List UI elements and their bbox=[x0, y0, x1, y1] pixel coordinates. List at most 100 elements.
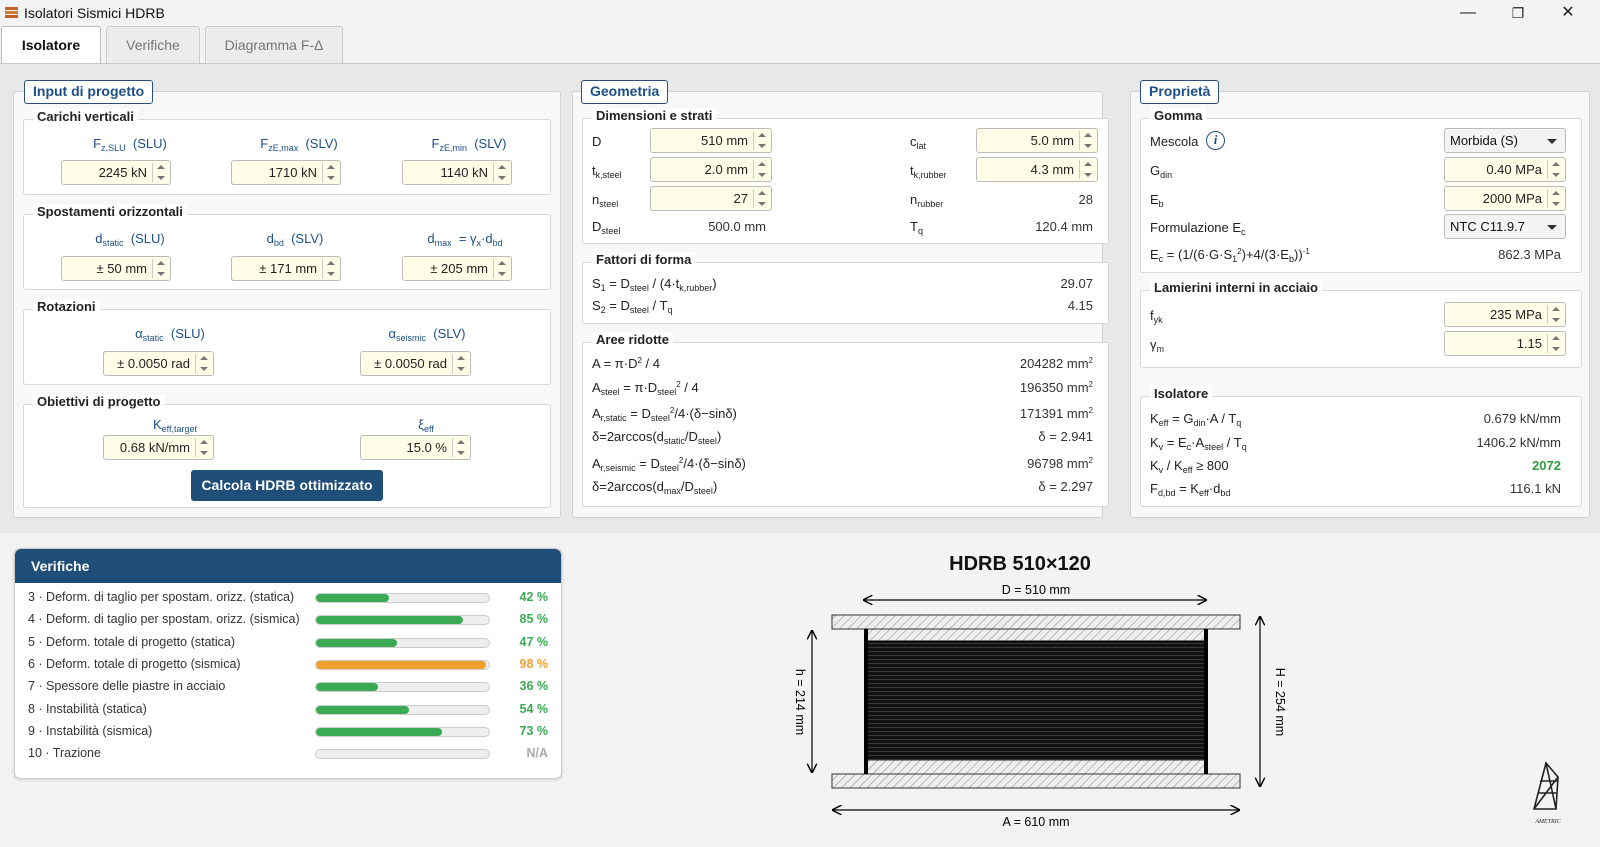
d-input[interactable]: 510 mm bbox=[650, 128, 772, 153]
dsteel-value: 500.0 mm bbox=[708, 219, 766, 234]
verifica-label: 6 · Deform. totale di progetto (sismica) bbox=[28, 656, 241, 671]
close-button[interactable]: ✕ bbox=[1561, 4, 1575, 21]
arseismic-formula: Ar,seismic = Dsteel2/4·(δ−sinδ) bbox=[592, 456, 746, 473]
spin-arrows-icon[interactable] bbox=[322, 259, 338, 278]
logo-text: AMETRIC bbox=[1534, 819, 1561, 825]
info-icon[interactable]: i bbox=[1206, 131, 1225, 150]
chevron-down-icon bbox=[1547, 139, 1557, 144]
eb-input[interactable]: 2000 MPa bbox=[1444, 186, 1566, 211]
verifica-percent: 47 % bbox=[519, 634, 549, 649]
fze-min-input[interactable]: 1140 kN bbox=[402, 160, 512, 185]
minimize-button[interactable]: — bbox=[1460, 4, 1476, 21]
spin-arrows-icon[interactable] bbox=[152, 163, 168, 182]
s1-value: 29.07 bbox=[1060, 276, 1093, 291]
ec-formula: Ec = (1/(6·G·S12)+4/(3·Eb))-1 bbox=[1150, 247, 1310, 264]
fze-max-label: FzE,max (SLV) bbox=[260, 136, 338, 153]
alpha-static-label: αstatic (SLU) bbox=[135, 326, 205, 343]
verifica-progress-fill bbox=[316, 705, 410, 714]
spin-arrows-icon[interactable] bbox=[152, 259, 168, 278]
spin-arrows-icon[interactable] bbox=[493, 163, 509, 182]
verifica-progress-bar bbox=[315, 704, 490, 715]
clat-label: clat bbox=[910, 134, 927, 151]
dsteel-label: Dsteel bbox=[592, 219, 621, 236]
spin-arrows-icon[interactable] bbox=[1547, 334, 1563, 353]
tab-verifiche[interactable]: Verifiche bbox=[106, 26, 200, 64]
kv-formula: Kv = Ec·Asteel / Tq bbox=[1150, 435, 1247, 452]
nsteel-input[interactable]: 27 bbox=[650, 186, 772, 211]
kv-value: 1406.2 kN/mm bbox=[1476, 435, 1561, 450]
spin-arrows-icon[interactable] bbox=[493, 259, 509, 278]
spin-arrows-icon[interactable] bbox=[753, 160, 769, 179]
d-dimension-label: D = 510 mm bbox=[1002, 583, 1070, 597]
verifica-progress-fill bbox=[316, 638, 398, 647]
keff-target-input[interactable]: 0.68 kN/mm bbox=[103, 435, 214, 460]
lamierini-title: Lamierini interni in acciaio bbox=[1150, 280, 1322, 295]
d-static-input[interactable]: ± 50 mm bbox=[61, 256, 171, 281]
d-max-input[interactable]: ± 205 mm bbox=[402, 256, 512, 281]
alpha-seismic-input[interactable]: ± 0.0050 rad bbox=[360, 351, 471, 376]
calcola-button[interactable]: Calcola HDRB ottimizzato bbox=[191, 470, 383, 501]
drawing-title: HDRB 510×120 bbox=[949, 553, 1091, 575]
verifica-row: 8 · Instabilità (statica) 54 % bbox=[28, 700, 548, 720]
keff-target-label: Keff,target bbox=[152, 417, 198, 434]
verifica-progress-bar bbox=[315, 659, 490, 670]
verifica-progress-bar bbox=[315, 593, 490, 603]
spin-arrows-icon[interactable] bbox=[452, 438, 468, 457]
tab-diagramma[interactable]: Diagramma F-Δ bbox=[205, 26, 343, 64]
proprieta-panel-title: Proprietà bbox=[1140, 80, 1220, 104]
spin-arrows-icon[interactable] bbox=[195, 438, 211, 457]
verifica-progress-bar bbox=[315, 637, 490, 648]
fyk-input[interactable]: 235 MPa bbox=[1444, 302, 1566, 327]
spin-arrows-icon[interactable] bbox=[1547, 160, 1563, 179]
spin-arrows-icon[interactable] bbox=[1079, 131, 1095, 150]
fdbd-formula: Fd,bd = Keff·dbd bbox=[1150, 481, 1231, 498]
tksteel-input[interactable]: 2.0 mm bbox=[650, 157, 772, 182]
isolatore-group bbox=[1140, 396, 1582, 507]
verifica-percent: 54 % bbox=[519, 701, 549, 716]
verifica-progress-fill bbox=[316, 660, 486, 669]
maximize-button[interactable]: ❐ bbox=[1511, 5, 1525, 21]
tkrubber-input[interactable]: 4.3 mm bbox=[976, 157, 1098, 182]
mescola-select[interactable]: Morbida (S) bbox=[1444, 128, 1566, 153]
dstatic-formula: δ=2arccos(dstatic/Dsteel) bbox=[592, 429, 722, 446]
verifica-row: 10 · Trazione N/A bbox=[28, 744, 548, 764]
a-dimension-label: A = 610 mm bbox=[1002, 815, 1069, 829]
formulazione-select[interactable]: NTC C11.9.7 bbox=[1444, 214, 1566, 239]
verifica-label: 10 · Trazione bbox=[28, 746, 101, 761]
asteel-value: 196350 mm2 bbox=[1019, 380, 1093, 395]
verifica-percent: 36 % bbox=[519, 679, 549, 694]
nsteel-label: nsteel bbox=[592, 192, 619, 209]
spin-arrows-icon[interactable] bbox=[753, 131, 769, 150]
spin-arrows-icon[interactable] bbox=[322, 163, 338, 182]
aree-group bbox=[582, 342, 1109, 507]
fz-slu-label: Fz,SLU (SLU) bbox=[93, 136, 167, 153]
d-bd-input[interactable]: ± 171 mm bbox=[231, 256, 341, 281]
verifica-progress-bar bbox=[315, 749, 490, 760]
verifica-progress-fill bbox=[316, 616, 464, 625]
verifica-percent: 85 % bbox=[519, 612, 549, 627]
spin-arrows-icon[interactable] bbox=[1547, 189, 1563, 208]
verifiche-card: Verifiche 3 · Deform. di taglio per spos… bbox=[14, 548, 562, 779]
tkrubber-label: tk,rubber bbox=[910, 163, 947, 180]
verifica-label: 7 · Spessore delle piastre in acciaio bbox=[28, 679, 226, 694]
verifica-label: 8 · Instabilità (statica) bbox=[28, 701, 147, 716]
mescola-label: Mescola bbox=[1150, 134, 1199, 149]
s1-formula: S1 = Dsteel / (4·tk,rubber) bbox=[592, 276, 717, 293]
spin-arrows-icon[interactable] bbox=[1079, 160, 1095, 179]
tq-value: 120.4 mm bbox=[1035, 219, 1093, 234]
fze-max-input[interactable]: 1710 kN bbox=[231, 160, 341, 185]
clat-input[interactable]: 5.0 mm bbox=[976, 128, 1098, 153]
verifica-progress-fill bbox=[316, 683, 379, 692]
spin-arrows-icon[interactable] bbox=[195, 354, 211, 373]
dstatic-value: δ = 2.941 bbox=[1038, 429, 1093, 444]
tab-isolatore[interactable]: Isolatore bbox=[1, 26, 101, 64]
gdin-input[interactable]: 0.40 MPa bbox=[1444, 157, 1566, 182]
spin-arrows-icon[interactable] bbox=[1547, 305, 1563, 324]
tab-bar: Isolatore Verifiche Diagramma F-Δ bbox=[0, 26, 1600, 64]
alpha-static-input[interactable]: ± 0.0050 rad bbox=[103, 351, 214, 376]
gamma-m-input[interactable]: 1.15 bbox=[1444, 331, 1566, 356]
spin-arrows-icon[interactable] bbox=[753, 189, 769, 208]
xi-eff-input[interactable]: 15.0 % bbox=[360, 435, 471, 460]
spin-arrows-icon[interactable] bbox=[452, 354, 468, 373]
fz-slu-input[interactable]: 2245 kN bbox=[61, 160, 171, 185]
